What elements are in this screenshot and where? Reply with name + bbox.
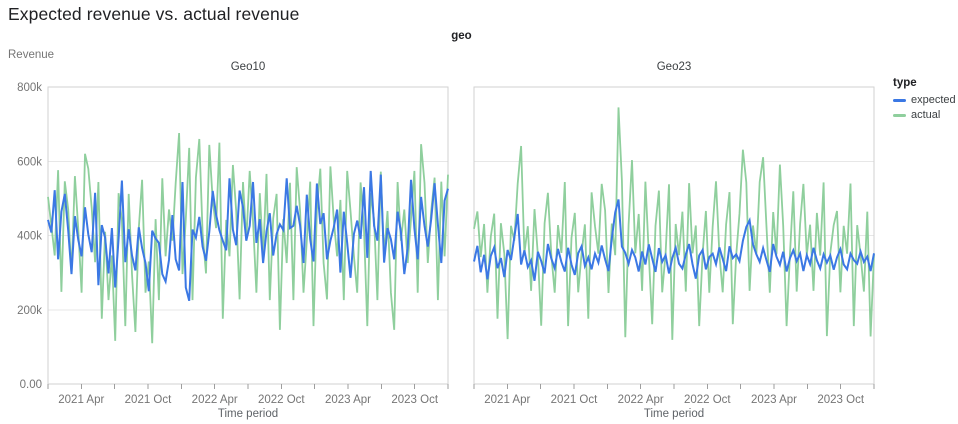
legend: type expected actual [893,77,956,121]
chart-title: Expected revenue vs. actual revenue [8,4,300,24]
y-tick-label: 200k [17,305,42,317]
x-tick-label: 2021 Oct [125,394,172,406]
x-axis-label: Time period [218,408,278,420]
legend-item-actual[interactable]: actual [893,109,956,121]
x-tick-label: 2022 Oct [258,394,305,406]
x-tick-label: 2022 Apr [618,394,664,406]
x-tick-label: 2023 Oct [817,394,864,406]
x-tick-label: 2023 Apr [751,394,797,406]
x-tick-label: 2023 Apr [325,394,371,406]
legend-item-expected[interactable]: expected [893,94,956,106]
facet-title-geo23: Geo23 [656,61,692,73]
geo10-expected-line [47,170,449,302]
facet-field-label: geo [451,30,472,42]
y-tick-label: 800k [17,82,42,94]
actual-series-swatch-icon [893,113,906,117]
y-axis-title: Revenue [8,49,55,61]
x-tick-label: 2023 Oct [391,394,438,406]
y-tick-label: 400k [17,231,42,243]
legend-title: type [893,77,917,89]
x-tick-label: 2022 Apr [192,394,238,406]
y-tick-label: 600k [17,156,42,168]
expected-series-swatch-icon [893,98,906,102]
legend-item-expected-label: expected [911,94,956,106]
geo10-actual-line [47,132,449,344]
x-tick-label: 2022 Oct [684,394,731,406]
y-tick-label: 0.00 [20,379,42,391]
x-tick-label: 2021 Apr [58,394,104,406]
x-tick-label: 2021 Oct [551,394,598,406]
geo23-actual-line [473,107,875,340]
legend-item-actual-label: actual [911,109,941,121]
geo23-expected-line [473,199,875,281]
facet-title-geo10: Geo10 [230,61,266,73]
x-axis-label: Time period [644,408,704,420]
x-tick-label: 2021 Apr [484,394,530,406]
